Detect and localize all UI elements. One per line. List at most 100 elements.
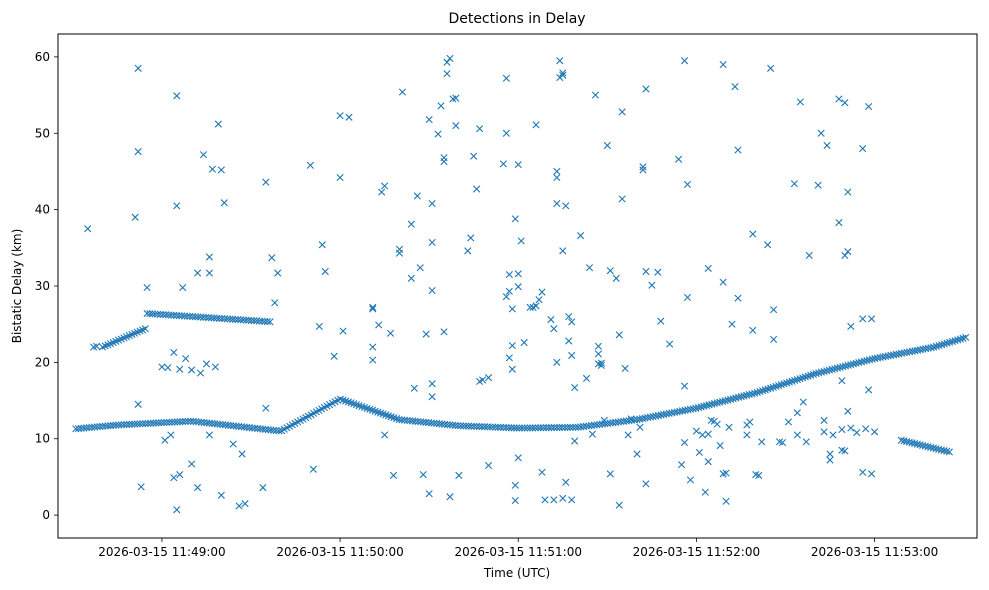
detection-marker-track-main — [114, 421, 123, 429]
detection-marker — [565, 312, 573, 321]
detection-marker — [446, 493, 454, 501]
detection-marker — [369, 303, 377, 311]
detection-marker — [758, 438, 766, 446]
detection-marker-track-main — [716, 398, 724, 406]
detection-marker — [835, 95, 843, 103]
detection-marker — [389, 471, 398, 479]
detection-marker — [419, 471, 427, 479]
detection-marker-track-main — [860, 357, 868, 365]
detection-marker — [606, 470, 614, 478]
detection-marker — [606, 267, 614, 275]
detection-marker — [615, 501, 623, 509]
detection-marker — [235, 502, 243, 510]
detection-marker — [568, 496, 576, 504]
detection-marker-track-main — [561, 423, 569, 432]
detection-marker-track-main — [726, 395, 735, 403]
detection-marker — [336, 112, 344, 120]
detection-marker-track-main — [547, 424, 556, 432]
detection-marker — [749, 230, 757, 238]
detection-marker — [680, 382, 689, 390]
detection-marker — [565, 337, 573, 345]
detection-marker — [633, 450, 641, 458]
detection-marker — [701, 488, 709, 496]
detection-marker — [654, 268, 662, 276]
detection-marker — [597, 359, 605, 367]
detection-marker-track-main — [857, 358, 866, 366]
detection-marker — [838, 377, 846, 385]
detection-marker — [677, 461, 686, 469]
detection-marker — [796, 98, 804, 106]
detection-marker-track-main — [855, 359, 863, 367]
detection-marker — [205, 269, 214, 277]
detection-marker-track-main — [729, 395, 737, 403]
detection-marker — [835, 219, 843, 227]
detection-marker — [814, 181, 822, 189]
detection-marker-track-main — [812, 370, 820, 378]
detection-marker-track-main — [692, 404, 700, 412]
detection-marker-track-low-right — [935, 445, 943, 453]
detection-marker — [131, 213, 139, 221]
detection-marker-track-main — [705, 401, 713, 409]
detection-marker — [517, 237, 525, 245]
detection-marker — [381, 431, 389, 439]
detection-marker — [241, 500, 249, 508]
detection-marker-track-main — [948, 337, 956, 346]
detection-marker — [868, 315, 876, 323]
detection-marker-track-low-right — [897, 436, 905, 444]
detection-marker — [618, 195, 626, 203]
detection-marker — [428, 238, 436, 247]
detection-marker-track-main — [454, 422, 462, 430]
detection-marker-track-main — [136, 420, 144, 428]
detection-marker-track-main — [718, 397, 727, 406]
detection-marker-track-main — [272, 427, 280, 435]
detection-marker-track-low-right — [921, 442, 929, 450]
detection-marker — [176, 471, 184, 479]
detection-marker — [395, 249, 404, 257]
detection-marker-track-main — [462, 422, 470, 430]
detection-marker-track-low-right — [945, 448, 953, 456]
detection-marker-track-low-right — [929, 444, 937, 452]
detection-marker — [505, 354, 513, 362]
detection-marker — [553, 173, 561, 182]
detection-marker-track-main — [940, 340, 948, 348]
detection-marker — [683, 293, 692, 302]
detection-marker-track-main — [697, 403, 705, 411]
detection-marker — [764, 241, 772, 249]
detection-marker-track-main — [502, 423, 510, 432]
detection-marker-track-main — [152, 419, 160, 427]
detection-marker-track-low-right — [903, 437, 911, 446]
detection-marker-track-main — [507, 424, 516, 432]
detection-marker — [170, 348, 178, 357]
detection-marker-track-low-right — [943, 447, 951, 455]
y-tick-label: 30 — [35, 279, 50, 293]
detection-marker-track-main — [531, 424, 540, 432]
detection-marker-track-main — [927, 344, 935, 352]
detection-marker-track-main — [470, 422, 478, 430]
detection-marker — [158, 363, 166, 371]
detection-marker-track-main — [542, 424, 550, 432]
detection-marker — [193, 269, 202, 277]
detection-marker — [205, 253, 214, 261]
detection-marker — [847, 322, 855, 331]
detection-marker — [571, 383, 579, 392]
detection-marker — [802, 438, 810, 446]
y-tick-label: 10 — [35, 432, 50, 446]
detection-marker — [582, 374, 591, 382]
detection-marker-track-main — [844, 361, 852, 369]
detection-marker — [476, 125, 484, 133]
detection-marker — [553, 358, 561, 366]
detection-marker-track-main — [839, 363, 847, 371]
detection-marker — [778, 438, 787, 447]
detection-marker-track-main — [815, 369, 823, 377]
detection-marker-track-main — [566, 423, 574, 431]
detection-marker-track-main — [836, 363, 844, 371]
detection-marker — [425, 115, 433, 124]
detection-marker — [508, 365, 516, 373]
detection-marker — [164, 364, 172, 372]
detection-marker-track-main — [545, 424, 553, 432]
detection-marker-track-low-right — [940, 447, 948, 455]
detection-marker — [369, 343, 377, 351]
detection-marker-track-main — [457, 422, 465, 430]
detection-marker — [722, 469, 730, 477]
